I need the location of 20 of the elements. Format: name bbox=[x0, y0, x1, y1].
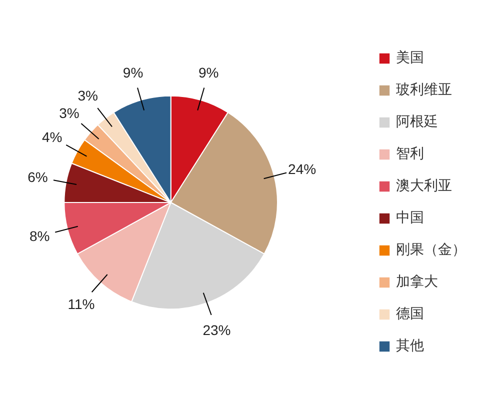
data-label: 6% bbox=[28, 169, 48, 186]
data-label: 9% bbox=[122, 64, 144, 80]
data-label: 3% bbox=[78, 87, 98, 104]
legend-label: 阿根廷 bbox=[396, 113, 438, 131]
legend-label: 美国 bbox=[396, 49, 424, 67]
legend-label: 其他 bbox=[396, 337, 424, 355]
data-label: 8% bbox=[30, 228, 50, 244]
legend-label: 中国 bbox=[396, 209, 424, 227]
legend-label: 智利 bbox=[396, 145, 424, 163]
legend-label: 加拿大 bbox=[396, 273, 438, 291]
legend-label: 刚果（金） bbox=[396, 241, 466, 259]
data-label: 23% bbox=[202, 322, 231, 338]
data-label: 4% bbox=[42, 129, 62, 146]
data-label: 3% bbox=[59, 104, 80, 121]
legend-label: 澳大利亚 bbox=[396, 177, 452, 195]
data-label: 11% bbox=[68, 296, 95, 312]
legend-label: 玻利维亚 bbox=[396, 81, 452, 99]
legend-label: 德国 bbox=[396, 305, 424, 323]
data-label: 24% bbox=[288, 160, 316, 177]
data-label: 9% bbox=[198, 64, 219, 80]
